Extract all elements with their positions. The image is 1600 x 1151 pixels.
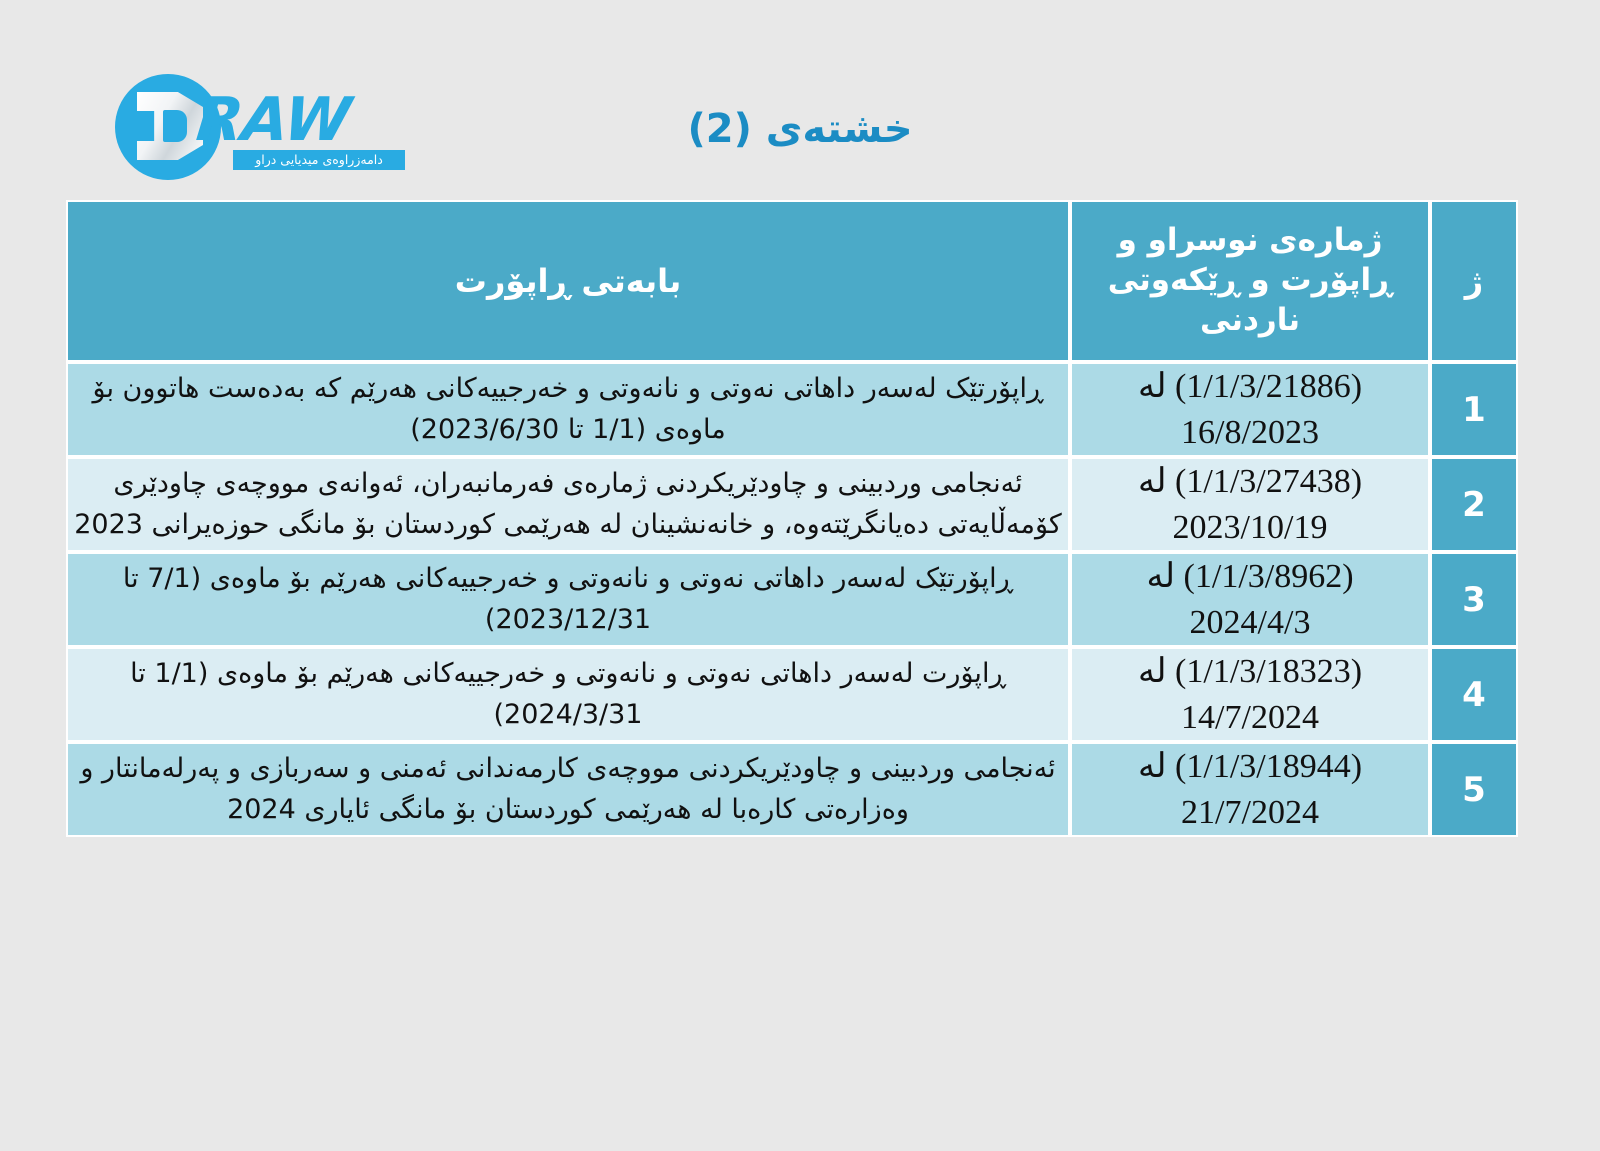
column-header-number-date: ژمارەی نوسراو و ڕاپۆرت و ڕێکەوتی ناردنی bbox=[1070, 200, 1430, 362]
table-body: 1 (1/1/3/21886) لە 16/8/2023 ڕاپۆرتێک لە… bbox=[66, 362, 1518, 838]
cell-index: 3 bbox=[1430, 552, 1518, 648]
cell-subject: ڕاپۆرتێک لەسەر داهاتی نەوتی و نانەوتی و … bbox=[66, 362, 1070, 458]
logo-wordmark: RAW bbox=[193, 85, 354, 155]
cell-date: 2024/4/3 bbox=[1189, 603, 1311, 641]
cell-subject: ڕاپۆرتێک لەسەر داهاتی نەوتی و نانەوتی و … bbox=[66, 552, 1070, 648]
column-header-subject: بابەتی ڕاپۆرت bbox=[66, 200, 1070, 362]
draw-logo: RAW دامەزراوەی میدیایی دراو bbox=[115, 72, 410, 184]
cell-number: (1/1/3/18944) لە bbox=[1137, 748, 1363, 786]
cell-number: (1/1/3/8962) لە bbox=[1146, 558, 1354, 596]
table-row: 5 (1/1/3/18944) لە 21/7/2024 ئەنجامی ورد… bbox=[66, 742, 1518, 838]
cell-number: (1/1/3/27438) لە bbox=[1137, 463, 1363, 501]
logo-letter-d-icon bbox=[137, 92, 203, 160]
logo-subtitle: دامەزراوەی میدیایی دراو bbox=[233, 150, 405, 170]
report-table: ژ ژمارەی نوسراو و ڕاپۆرت و ڕێکەوتی ناردن… bbox=[66, 200, 1518, 838]
table-row: 4 (1/1/3/18323) لە 14/7/2024 ڕاپۆرت لەسە… bbox=[66, 647, 1518, 743]
cell-date: 2023/10/19 bbox=[1172, 508, 1328, 546]
cell-date: 16/8/2023 bbox=[1181, 413, 1319, 451]
cell-date: 21/7/2024 bbox=[1181, 793, 1319, 831]
cell-subject: ئەنجامی وردبینی و چاودێریکردنی ژمارەی فە… bbox=[66, 457, 1070, 553]
table-head: ژ ژمارەی نوسراو و ڕاپۆرت و ڕێکەوتی ناردن… bbox=[66, 200, 1518, 362]
cell-index: 4 bbox=[1430, 647, 1518, 743]
cell-number-date: (1/1/3/18944) لە 21/7/2024 bbox=[1070, 742, 1430, 838]
table-header-row: ژ ژمارەی نوسراو و ڕاپۆرت و ڕێکەوتی ناردن… bbox=[66, 200, 1518, 362]
report-table-container: ژ ژمارەی نوسراو و ڕاپۆرت و ڕێکەوتی ناردن… bbox=[66, 200, 1518, 838]
page-title: خشتەی (2) bbox=[687, 106, 913, 152]
cell-index: 5 bbox=[1430, 742, 1518, 838]
table-row: 3 (1/1/3/8962) لە 2024/4/3 ڕاپۆرتێک لەسە… bbox=[66, 552, 1518, 648]
cell-number-date: (1/1/3/21886) لە 16/8/2023 bbox=[1070, 362, 1430, 458]
cell-date: 14/7/2024 bbox=[1181, 698, 1319, 736]
page-header: RAW دامەزراوەی میدیایی دراو خشتەی (2) bbox=[0, 0, 1600, 195]
cell-number-date: (1/1/3/27438) لە 2023/10/19 bbox=[1070, 457, 1430, 553]
cell-number: (1/1/3/18323) لە bbox=[1137, 653, 1363, 691]
cell-number-date: (1/1/3/18323) لە 14/7/2024 bbox=[1070, 647, 1430, 743]
column-header-index: ژ bbox=[1430, 200, 1518, 362]
cell-subject: ئەنجامی وردبینی و چاودێریکردنی مووچەی کا… bbox=[66, 742, 1070, 838]
table-row: 1 (1/1/3/21886) لە 16/8/2023 ڕاپۆرتێک لە… bbox=[66, 362, 1518, 458]
cell-subject: ڕاپۆرت لەسەر داهاتی نەوتی و نانەوتی و خە… bbox=[66, 647, 1070, 743]
table-row: 2 (1/1/3/27438) لە 2023/10/19 ئەنجامی ور… bbox=[66, 457, 1518, 553]
cell-index: 2 bbox=[1430, 457, 1518, 553]
cell-number-date: (1/1/3/8962) لە 2024/4/3 bbox=[1070, 552, 1430, 648]
cell-number: (1/1/3/21886) لە bbox=[1137, 368, 1363, 405]
cell-index: 1 bbox=[1430, 362, 1518, 458]
